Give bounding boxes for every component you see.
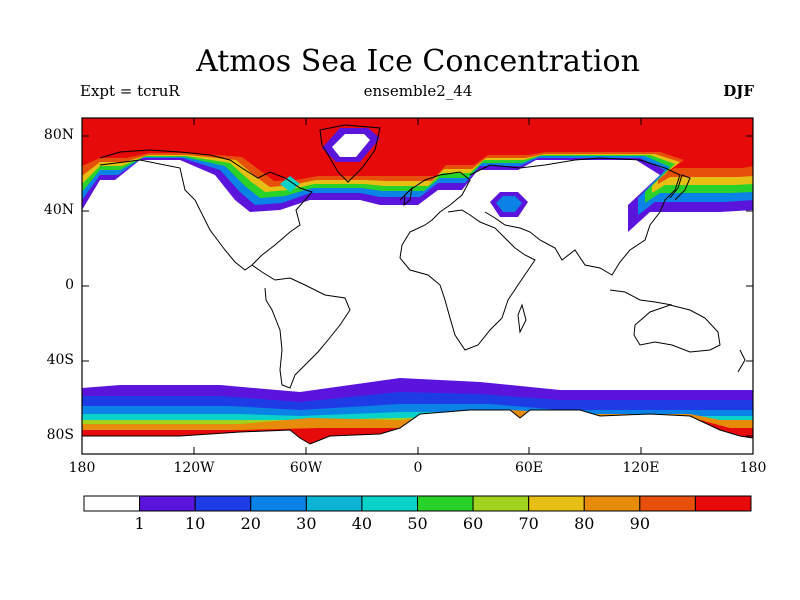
ensemble-label: ensemble2_44 <box>363 82 473 100</box>
uk-outline <box>403 186 413 207</box>
colorbar-swatch-3 <box>250 495 307 512</box>
map-title: Atmos Sea Ice Concentration <box>196 44 640 79</box>
north-america-outline <box>99 149 313 271</box>
lon-tick-180-left: 180 <box>68 460 96 476</box>
colorbar-swatch-7 <box>472 495 530 512</box>
europe-africa-outline <box>399 171 536 351</box>
lon-tick-60w: 60W <box>289 460 323 476</box>
colorbar-swatch-5 <box>361 495 418 512</box>
colorbar-label-40: 40 <box>351 514 373 533</box>
lon-tick-0: 0 <box>413 460 423 476</box>
japan-outline <box>669 174 691 201</box>
lon-tick-180-right: 180 <box>739 460 767 476</box>
colorbar-swatch-10 <box>639 495 696 512</box>
lat-tick-80n: 80N <box>43 127 74 143</box>
lat-tick-40s: 40S <box>46 352 74 368</box>
colorbar-label-30: 30 <box>296 514 317 533</box>
colorbar-swatch-8 <box>528 495 585 512</box>
colorbar-label-60: 60 <box>462 514 484 533</box>
colorbar-label-90: 90 <box>629 514 650 533</box>
coastlines <box>99 124 746 389</box>
hudson-bay-patch <box>280 176 300 192</box>
season-label: DJF <box>723 82 754 100</box>
colorbar <box>83 495 752 512</box>
colorbar-label-70: 70 <box>518 514 539 533</box>
colorbar-label-20: 20 <box>240 514 261 533</box>
experiment-label: Expt = tcruR <box>80 82 180 100</box>
asia-outline <box>469 157 681 276</box>
colorbar-swatch-2 <box>194 495 252 512</box>
colorbar-swatch-11 <box>694 495 752 512</box>
antarctica <box>82 410 753 454</box>
colorbar-swatch-6 <box>417 495 474 512</box>
colorbar-label-1: 1 <box>134 514 145 533</box>
colorbar-swatch-4 <box>305 495 363 512</box>
lat-tick-0: 0 <box>65 277 74 293</box>
lon-tick-120w: 120W <box>173 460 215 476</box>
lat-tick-40n: 40N <box>43 202 74 218</box>
new-zealand-outline <box>737 349 746 373</box>
arctic-ice-core <box>82 118 753 181</box>
colorbar-label-10: 10 <box>184 514 206 533</box>
indonesia-outline <box>609 289 673 306</box>
colorbar-swatch-1 <box>139 495 196 512</box>
lon-tick-60e: 60E <box>514 460 544 476</box>
colorbar-swatch-9 <box>583 495 641 512</box>
australia-outline <box>633 304 721 353</box>
lon-tick-120e: 120E <box>622 460 660 476</box>
colorbar-label-50: 50 <box>407 514 428 533</box>
axis-ticks <box>82 118 753 454</box>
colorbar-label-80: 80 <box>574 514 595 533</box>
south-america-outline <box>251 264 351 389</box>
madagascar-outline <box>517 303 527 334</box>
sea-ice-field <box>82 118 753 454</box>
greenland-outline <box>319 124 381 183</box>
colorbar-swatch-0 <box>83 495 141 512</box>
lat-tick-80s: 80S <box>46 427 74 443</box>
